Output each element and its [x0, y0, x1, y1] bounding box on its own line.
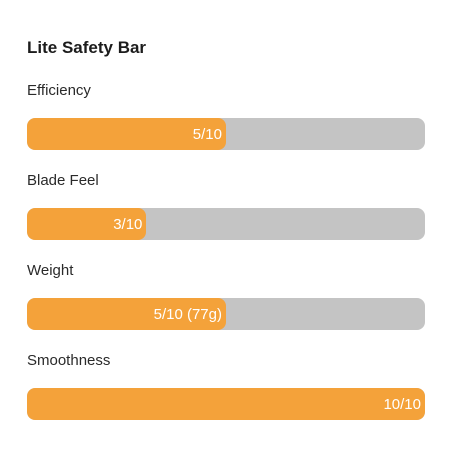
smoothness-bar-track: 10/10	[27, 388, 425, 420]
weight-bar-fill: 5/10 (77g)	[27, 298, 226, 330]
metric-efficiency: Efficiency 5/10	[27, 80, 425, 150]
metric-label: Weight	[27, 262, 74, 279]
efficiency-bar-fill: 5/10	[27, 118, 226, 150]
metric-label: Smoothness	[27, 352, 111, 369]
rating-card: Lite Safety Bar Efficiency 5/10 Blade Fe…	[27, 36, 425, 440]
efficiency-value: 5/10	[192, 125, 222, 143]
blade-feel-value: 3/10	[113, 215, 143, 233]
smoothness-value: 10/10	[383, 395, 421, 413]
weight-value: 5/10 (77g)	[153, 305, 222, 323]
blade-feel-bar-fill: 3/10	[27, 208, 147, 240]
blade-feel-bar-track: 3/10	[27, 208, 425, 240]
smoothness-bar-fill: 10/10	[27, 388, 425, 420]
card-title: Lite Safety Bar	[27, 38, 147, 57]
metric-smoothness: Smoothness 10/10	[27, 350, 425, 420]
metric-label: Blade Feel	[27, 172, 99, 189]
weight-bar-track: 5/10 (77g)	[27, 298, 425, 330]
metric-blade-feel: Blade Feel 3/10	[27, 170, 425, 240]
metric-weight: Weight 5/10 (77g)	[27, 260, 425, 330]
efficiency-bar-track: 5/10	[27, 118, 425, 150]
metric-label: Efficiency	[27, 82, 91, 99]
